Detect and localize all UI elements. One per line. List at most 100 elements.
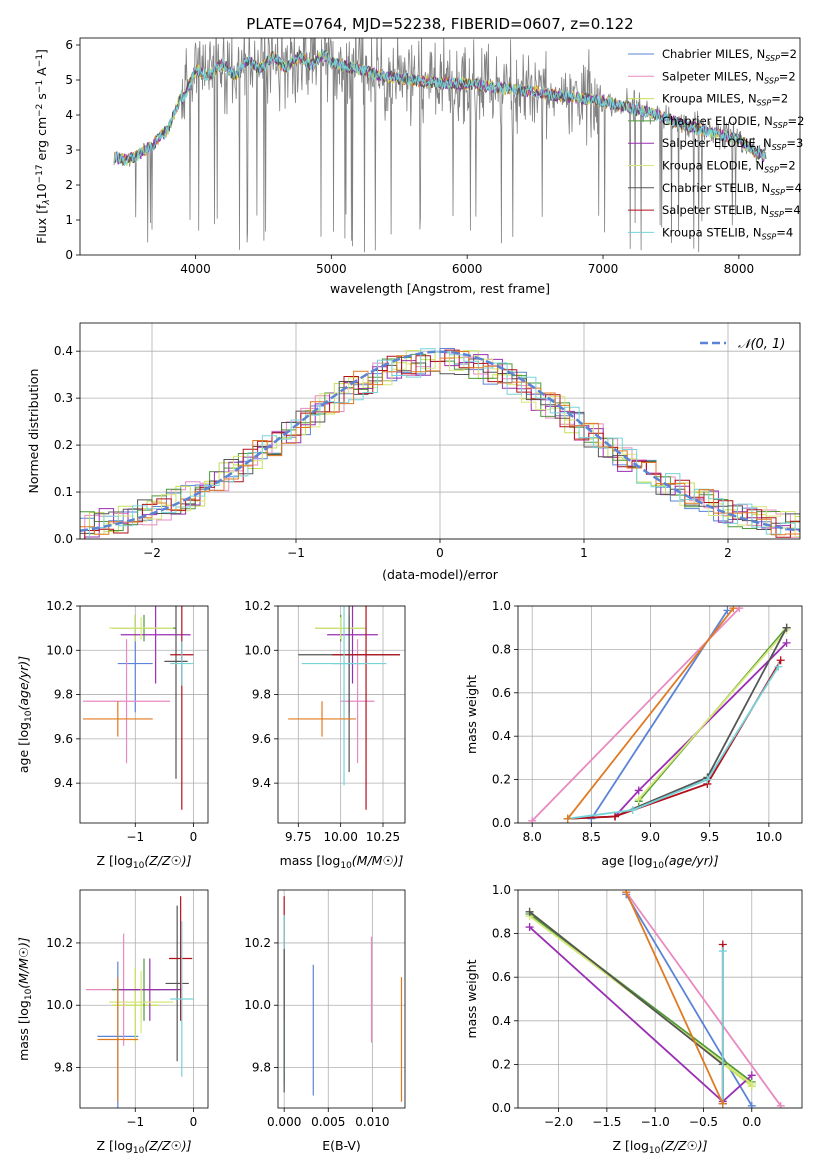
legend-sub: SSP (765, 54, 780, 63)
legend-entry: Chabrier ELODIE, NSSP=2 (662, 114, 804, 130)
y-tick-label: 4 (65, 108, 73, 122)
y-tick-label: 10.2 (46, 599, 73, 613)
x-tick-label: 4000 (180, 262, 211, 276)
y-tick-label: 1.0 (492, 883, 511, 897)
label-part: erg cm (34, 117, 49, 165)
x-tick-label: 8.0 (523, 830, 542, 844)
label-part: A (34, 67, 49, 80)
label-part: age [log (16, 722, 31, 773)
legend-entry: Chabrier STELIB, NSSP=4 (662, 181, 802, 197)
x-tick-label: −1 (126, 830, 144, 844)
legend-text: Salpeter MILES, N (662, 69, 764, 83)
weight-marker (634, 795, 643, 804)
y-tick-label: 0.4 (54, 344, 73, 358)
x-tick-label: 9.75 (285, 830, 312, 844)
label-part: mass [log (16, 1000, 31, 1061)
label-sub: 10 (340, 861, 352, 871)
label-sub: 10 (649, 1146, 661, 1156)
x-tick-label: −1.5 (592, 1115, 621, 1129)
x-tick-label: −0.5 (689, 1115, 718, 1129)
plot-area (525, 890, 785, 1108)
legend-n: =4 (784, 203, 801, 217)
y-tick-label: 10.0 (244, 998, 271, 1012)
weight-marker (634, 786, 643, 795)
legend-entry: Salpeter MILES, NSSP=2 (662, 69, 796, 85)
histogram-series (84, 352, 800, 539)
legend-entry: 𝒩(0, 1) (738, 337, 785, 352)
y-axis-label: Flux [fλ10−17 erg cm−2 s−1 A−1] (34, 49, 52, 244)
label-part: ] (34, 49, 49, 54)
legend-entry: Kroupa ELODIE, NSSP=2 (662, 159, 796, 175)
label-sub: 10 (653, 861, 665, 871)
legend-n: =2 (779, 159, 796, 173)
y-axis-label: age [log10(age/yr)] (16, 656, 34, 773)
x-axis-label: Z [log10(Z/Z☉)] (612, 1138, 707, 1156)
x-tick-label: −1 (126, 1115, 144, 1129)
legend-sub: SSP (762, 232, 777, 241)
weight-marker (776, 1101, 785, 1108)
histogram-series (80, 351, 800, 539)
y-tick-label: 9.6 (252, 732, 271, 746)
x-tick-label: −2.0 (544, 1115, 573, 1129)
weight-marker (782, 623, 791, 632)
y-axis-label: mass weight (464, 959, 479, 1038)
weight-marker (729, 606, 738, 613)
legend-sub: SSP (770, 188, 785, 197)
y-tick-label: 0.8 (492, 927, 511, 941)
legend-entry: Kroupa MILES, NSSP=2 (662, 92, 788, 108)
y-tick-label: 2 (65, 178, 73, 192)
y-tick-label: 10.0 (46, 998, 73, 1012)
x-axis-label: wavelength [Angstrom, rest frame] (330, 281, 550, 296)
y-tick-label: 0.6 (492, 970, 511, 984)
x-tick-label: 0 (190, 830, 198, 844)
legend-sub: SSP (772, 143, 787, 152)
axes-frame (79, 605, 209, 824)
weight-marker (723, 606, 732, 615)
legend-entry: Chabrier MILES, NSSP=2 (662, 47, 797, 63)
weight-marker (718, 1099, 727, 1108)
legend-n: =4 (785, 181, 802, 195)
y-tick-label: 10.0 (46, 643, 73, 657)
histogram-series (89, 350, 800, 539)
weight-line (625, 891, 724, 1104)
label-part: −1 (35, 54, 45, 67)
y-tick-label: 9.6 (54, 732, 73, 746)
x-tick-label: 0.005 (311, 1115, 345, 1129)
x-tick-label: −1 (287, 546, 305, 560)
legend-n: =2 (771, 92, 788, 106)
label-sub: 10 (24, 710, 34, 722)
weight-marker (525, 923, 534, 932)
label-part: (Z/Z☉)] (660, 1138, 707, 1153)
label-part: Z [log (96, 1138, 132, 1153)
y-tick-label: 9.8 (54, 688, 73, 702)
y-tick-label: 9.4 (252, 776, 271, 790)
weight-marker (776, 656, 785, 665)
y-axis-label: Normed distribution (26, 369, 41, 494)
y-tick-label: 10.2 (244, 599, 271, 613)
weight-marker (525, 907, 534, 916)
y-tick-label: 6 (65, 38, 73, 52)
y-tick-label: 9.4 (54, 776, 73, 790)
y-tick-label: 0.8 (492, 642, 511, 656)
label-part: s (34, 93, 49, 104)
y-tick-label: 0.0 (54, 532, 73, 546)
axes-frame (277, 889, 406, 1109)
plot-area (82, 606, 194, 810)
histogram-series (89, 351, 800, 539)
x-axis-label: Z [log10(Z/Z☉)] (96, 1138, 191, 1156)
legend-text: Salpeter ELODIE, N (662, 136, 772, 150)
label-part: λ (42, 199, 52, 205)
weight-marker (563, 814, 572, 823)
weight-marker (747, 1101, 756, 1108)
label-sub: 10 (133, 1146, 145, 1156)
weight-marker (611, 812, 620, 821)
x-tick-label: 0.000 (267, 1115, 301, 1129)
x-tick-label: 8.5 (582, 830, 601, 844)
weight-line (567, 627, 788, 820)
weight-marker (622, 890, 631, 897)
label-part: Flux [f (34, 204, 49, 244)
y-tick-label: 3 (65, 143, 73, 157)
x-tick-label: 10.0 (756, 830, 783, 844)
legend-sub: SSP (769, 210, 784, 219)
mass_vs_Z-panel: −1 09.810.010.2Z [log10(Z/Z☉)]mass [log10… (16, 889, 209, 1156)
